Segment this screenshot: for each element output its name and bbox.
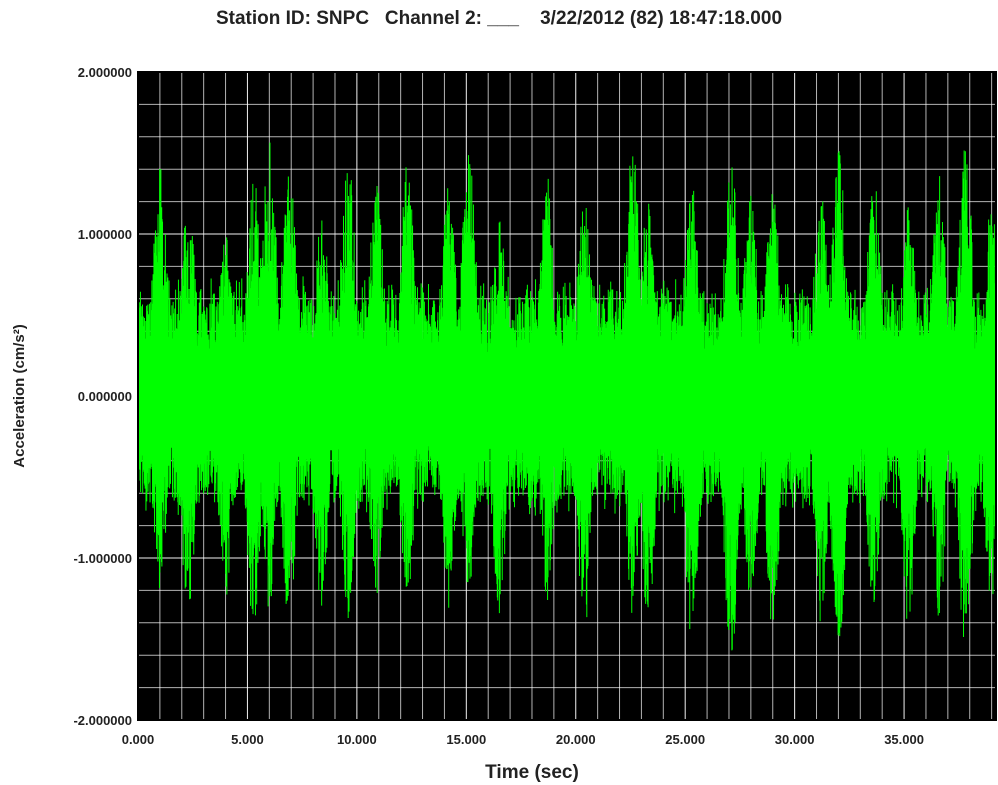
chart-title: Station ID: SNPC Channel 2: ___ 3/22/201…: [215, 8, 783, 29]
y-tick-label: 1.000000: [78, 227, 132, 242]
x-tick-label: 5.000: [231, 732, 264, 747]
x-axis-label: Time (sec): [485, 762, 579, 783]
x-tick-label: 20.000: [556, 732, 596, 747]
x-tick-labels: 0.000 5.000 10.000 15.000 20.000 25.000 30.000…: [122, 732, 924, 747]
plot-frame: [137, 71, 997, 721]
y-tick-label: 2.000000: [78, 65, 132, 80]
x-tick-label: 10.000: [337, 732, 377, 747]
y-axis-label: Acceleration (cm/s²): [11, 324, 28, 467]
x-tick-label: 15.000: [446, 732, 486, 747]
x-tick-label: 25.000: [665, 732, 705, 747]
y-tick-labels: 2.000000 1.000000 0.000000 -1.000000 -2.0000…: [73, 65, 132, 728]
x-tick-label: 0.000: [122, 732, 155, 747]
x-tick-label: 30.000: [775, 732, 815, 747]
y-tick-label: -2.000000: [73, 713, 132, 728]
y-tick-label: 0.000000: [78, 389, 132, 404]
acceleration-waveform: [138, 142, 996, 651]
x-tick-label: 35.000: [884, 732, 924, 747]
y-tick-label: -1.000000: [73, 551, 132, 566]
